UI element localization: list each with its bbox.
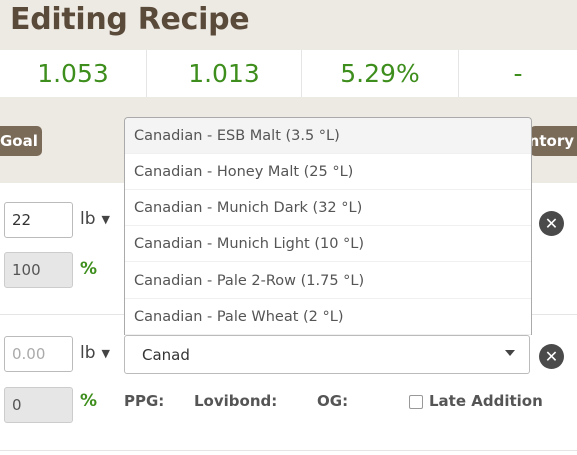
dropdown-option[interactable]: Canadian - Pale 2-Row (1.75 °L) [125, 263, 531, 299]
late-addition-label[interactable]: Late Addition [429, 392, 543, 410]
unit-label: lb [80, 209, 96, 229]
inventory-tab-label: Inventory [530, 132, 574, 150]
title-bar: Editing Recipe [0, 0, 577, 50]
caret-down-icon[interactable] [505, 350, 515, 356]
remove-icon[interactable]: ✕ [539, 344, 564, 369]
dropdown-option[interactable]: Canadian - ESB Malt (3.5 °L) [125, 118, 531, 154]
dropdown-option[interactable]: Canadian - Honey Malt (25 °L) [125, 154, 531, 190]
fermentable-dropdown: Canadian - ESB Malt (3.5 °L) Canadian - … [124, 117, 532, 335]
inventory-tab[interactable]: Inventory [530, 126, 577, 156]
percent-sign: % [80, 391, 98, 411]
page-title: Editing Recipe [10, 2, 250, 37]
row-divider [0, 450, 577, 451]
stats-bar: 1.053 1.013 5.29% - [0, 50, 577, 97]
lovibond-label: Lovibond: [194, 392, 278, 410]
stat-divider [301, 50, 302, 97]
ppg-label: PPG: [124, 392, 165, 410]
late-addition-checkbox[interactable] [409, 395, 423, 409]
amount-input[interactable]: 0.00 [4, 336, 73, 372]
unit-label: lb [80, 343, 96, 363]
goal-tab[interactable]: Goal [0, 126, 42, 156]
stat-og: 1.053 [37, 59, 109, 88]
stat-fg: 1.013 [188, 59, 260, 88]
stat-divider [458, 50, 459, 97]
fermentable-search-combo[interactable]: Canad [124, 335, 530, 374]
stat-divider [146, 50, 147, 97]
unit-select[interactable]: lb ▼ [80, 343, 110, 363]
dropdown-option[interactable]: Canadian - Munich Light (10 °L) [125, 226, 531, 262]
chevron-down-icon: ▼ [101, 212, 110, 226]
percent-field: 0 [4, 387, 73, 423]
amount-input[interactable]: 22 [4, 202, 73, 238]
percent-sign: % [80, 259, 98, 279]
chevron-down-icon: ▼ [101, 346, 110, 360]
stat-ibu: - [513, 59, 523, 88]
og-label: OG: [317, 392, 349, 410]
stat-abv: 5.29% [340, 59, 420, 88]
dropdown-option[interactable]: Canadian - Pale Wheat (2 °L) [125, 299, 531, 335]
combo-value: Canad [142, 345, 190, 364]
percent-field: 100 [4, 252, 73, 288]
remove-icon[interactable]: ✕ [539, 211, 564, 236]
dropdown-option[interactable]: Canadian - Munich Dark (32 °L) [125, 190, 531, 226]
unit-select[interactable]: lb ▼ [80, 209, 110, 229]
